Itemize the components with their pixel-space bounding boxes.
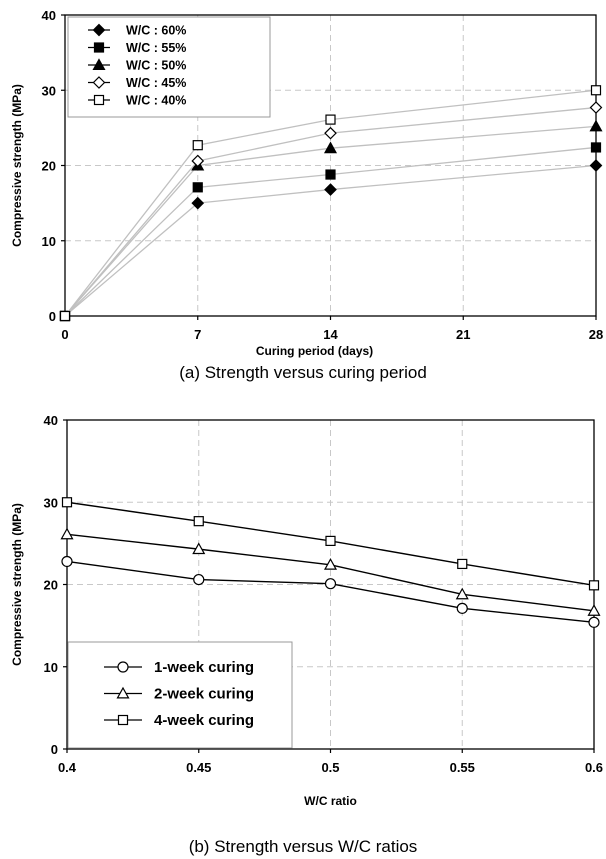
y-tick-label: 20 — [42, 159, 56, 174]
data-point — [589, 159, 603, 172]
series-line — [64, 89, 597, 317]
data-point — [456, 602, 468, 614]
legend-label: 2-week curing — [154, 686, 254, 703]
legend-label: W/C : 50% — [126, 59, 186, 73]
data-point — [60, 527, 74, 540]
data-point — [455, 587, 469, 600]
series-4 — [59, 85, 602, 322]
legend-marker — [117, 661, 129, 673]
data-point — [325, 535, 336, 547]
data-point — [324, 578, 337, 590]
legend-label: 4-week curing — [154, 712, 254, 729]
series-0 — [61, 555, 600, 628]
x-tick-label: 0.45 — [186, 760, 211, 775]
data-point — [191, 154, 205, 168]
x-tick-label: 0.6 — [585, 760, 603, 775]
legend-marker — [117, 714, 129, 726]
data-point — [457, 558, 468, 570]
y-tick-label: 10 — [42, 234, 56, 249]
data-point — [325, 169, 336, 180]
data-point — [590, 142, 602, 153]
x-tick-label: 0.55 — [450, 760, 475, 775]
legend-label: W/C : 55% — [126, 41, 186, 55]
data-point — [59, 310, 71, 322]
data-point — [192, 182, 203, 193]
chart-a: 0 10 20 30 40 0 7 14 21 28 Curing period (days) Com… — [10, 8, 603, 382]
data-point — [323, 141, 338, 154]
x-axis-label: W/C ratio — [304, 794, 357, 808]
x-tick-label: 21 — [456, 327, 470, 342]
legend-label: W/C : 60% — [126, 24, 186, 38]
data-point — [325, 114, 336, 125]
legend-box — [67, 641, 293, 749]
legend: W/C : 60% W/C : 55% W/C : 50% W/C : 45% W/C … — [67, 16, 271, 118]
data-point — [587, 604, 601, 616]
x-tick-label: 0.4 — [58, 760, 77, 775]
data-point — [588, 580, 600, 591]
y-tick-label: 10 — [44, 660, 58, 675]
legend-marker — [93, 94, 105, 106]
series-line — [64, 146, 597, 317]
figure-caption: (a) Strength versus curing period — [179, 363, 427, 382]
data-point — [324, 126, 337, 140]
x-tick-label: 7 — [194, 327, 201, 342]
data-point — [589, 119, 603, 132]
series-1 — [59, 142, 602, 322]
series-1 — [60, 527, 601, 616]
data-point — [192, 140, 203, 151]
legend-marker — [92, 76, 106, 89]
x-tick-label: 14 — [323, 327, 338, 342]
y-tick-label: 30 — [44, 495, 58, 510]
legend-label: W/C : 40% — [126, 94, 186, 108]
data-point — [590, 85, 602, 96]
y-tick-label: 40 — [42, 8, 56, 23]
data-point — [191, 196, 205, 210]
legend: 1-week curing 2-week curing 4-week curing — [67, 641, 293, 749]
y-tick-label: 40 — [44, 413, 58, 428]
x-axis-label: Curing period (days) — [256, 344, 373, 358]
x-tick-label: 0 — [61, 327, 68, 342]
legend-marker — [92, 58, 106, 71]
data-point — [588, 616, 600, 628]
data-point — [192, 542, 206, 555]
data-point — [61, 555, 73, 568]
legend-marker — [116, 686, 130, 699]
data-point — [324, 183, 337, 196]
y-tick-label: 0 — [49, 309, 56, 324]
data-point — [193, 573, 205, 586]
legend-marker — [92, 23, 106, 37]
legend-label: W/C : 45% — [126, 76, 186, 90]
series-line — [64, 164, 597, 317]
x-tick-label: 0.5 — [321, 760, 339, 775]
figure-caption: (b) Strength versus W/C ratios — [189, 837, 418, 856]
series-2 — [61, 497, 600, 591]
y-tick-label: 0 — [51, 742, 58, 757]
series-line — [64, 125, 597, 317]
chart-b: 0 10 20 30 40 0.4 0.45 0.5 0.55 0.6 W/C ratio Compr… — [10, 413, 603, 856]
y-tick-label: 20 — [44, 578, 58, 593]
data-point — [193, 516, 204, 527]
series-line — [64, 106, 597, 317]
legend-label: 1-week curing — [154, 659, 254, 676]
y-axis-label: Compressive strength (MPa) — [10, 503, 24, 666]
legend-marker — [93, 42, 105, 53]
y-axis-label: Compressive strength (MPa) — [10, 84, 24, 247]
data-point — [323, 558, 338, 570]
x-tick-label: 28 — [589, 327, 603, 342]
y-tick-label: 30 — [42, 83, 56, 98]
data-point — [589, 101, 603, 114]
data-point — [61, 497, 73, 508]
